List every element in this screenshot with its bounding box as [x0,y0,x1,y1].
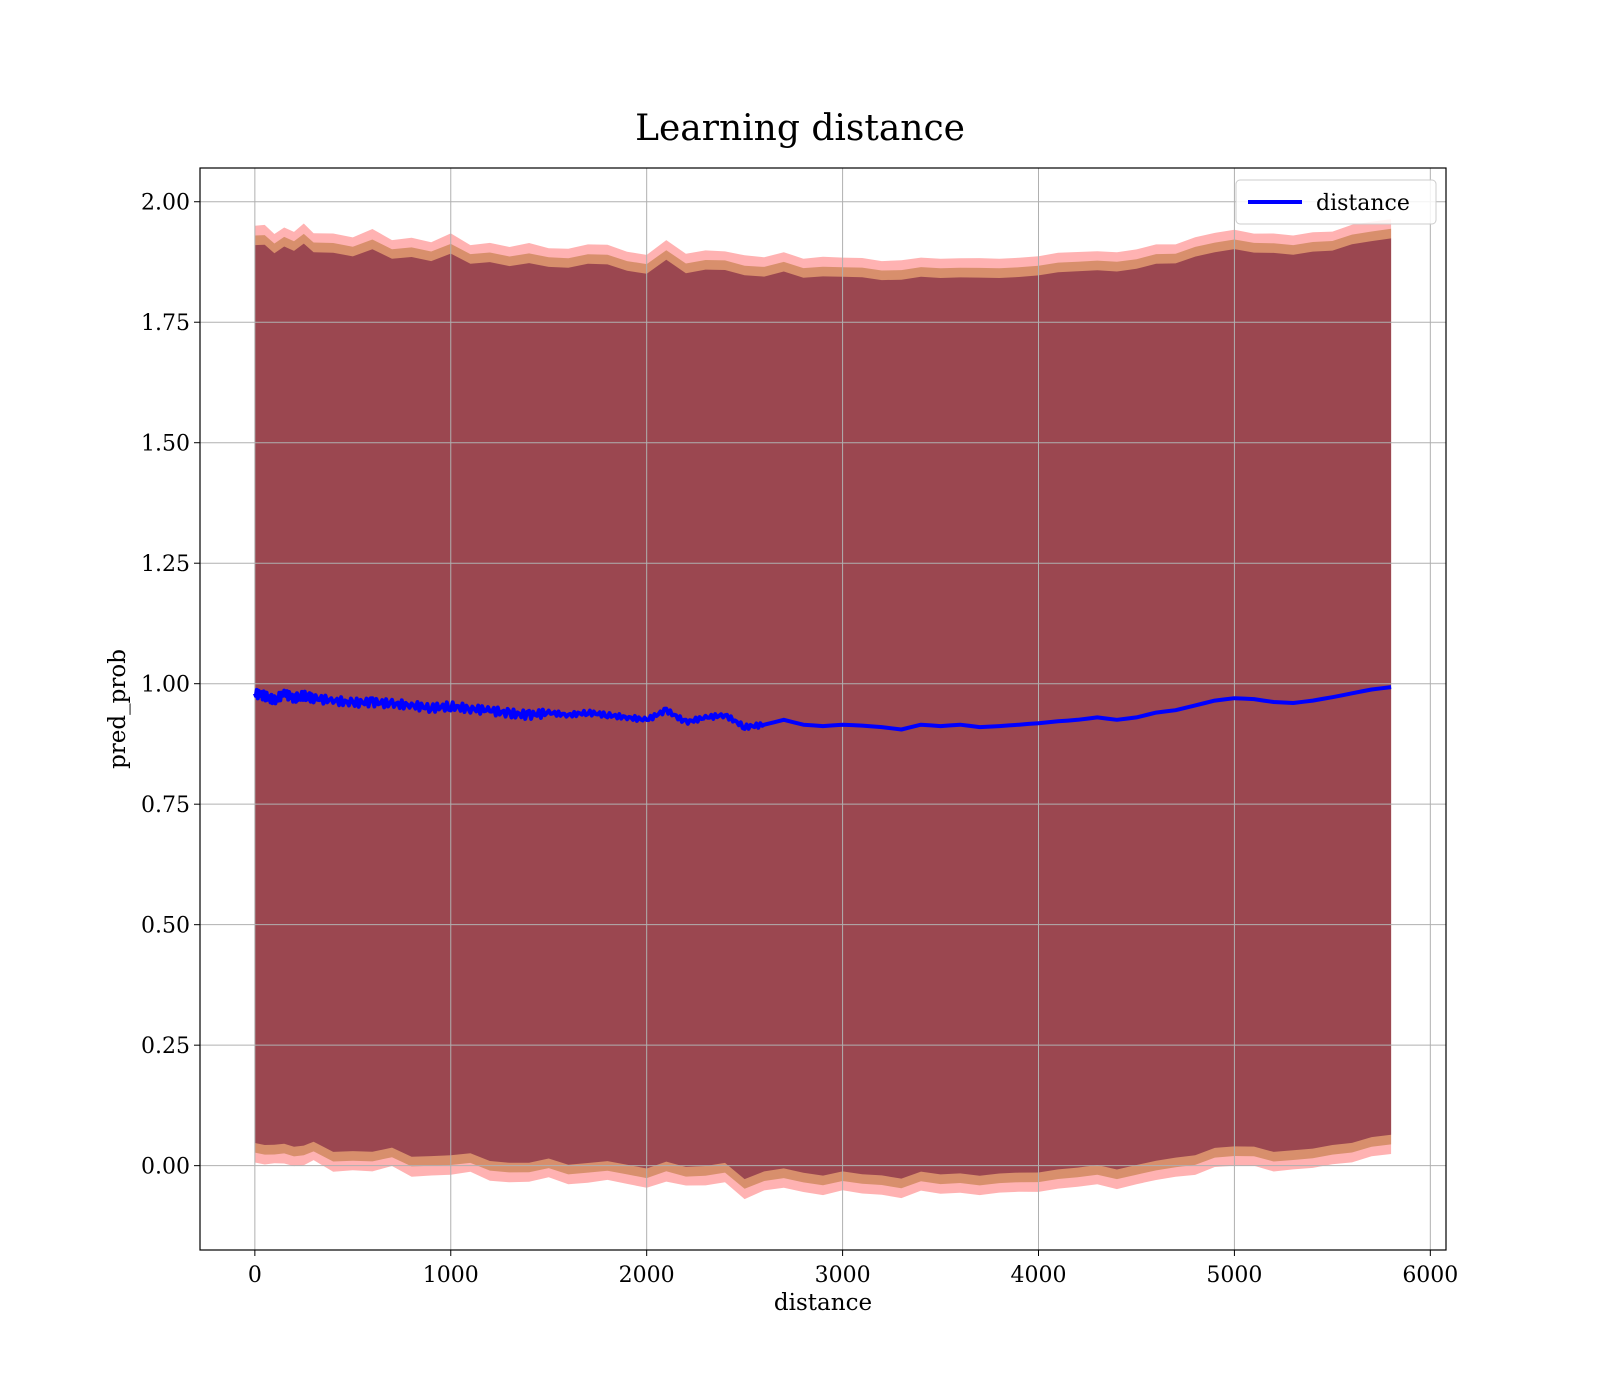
x-axis: 0 1000 2000 3000 4000 5000 6000 [248,1250,1458,1288]
x-tick-label: 4000 [1011,1263,1067,1288]
band-inner [254,238,1392,1180]
series-line-distance [253,685,1392,732]
x-tick-label: 3000 [815,1263,871,1288]
y-axis: 0.00 0.25 0.50 0.75 1.00 1.25 1.50 1.75 2.00 [141,191,200,1180]
chart-title: Learning distance [635,108,965,149]
y-tick-label: 1.00 [141,673,190,698]
x-tick-label: 0 [248,1263,262,1288]
y-tick-label: 0.25 [141,1034,190,1059]
y-tick-label: 0.00 [141,1155,190,1180]
confidence-bands [254,219,1392,1200]
y-tick-label: 0.50 [141,914,190,939]
y-axis-title: pred_prob [105,649,131,769]
x-tick-label: 5000 [1206,1263,1262,1288]
legend-label-distance: distance [1316,191,1410,216]
legend: distance [1235,179,1437,225]
y-tick-label: 0.75 [141,793,190,818]
y-tick-label: 2.00 [141,191,190,216]
x-axis-title: distance [774,1290,872,1316]
series-layer [253,685,1392,732]
y-tick-label: 1.75 [141,311,190,336]
x-tick-label: 2000 [619,1263,675,1288]
x-tick-label: 6000 [1402,1263,1458,1288]
x-tick-label: 1000 [423,1263,479,1288]
legend-box [1235,179,1437,225]
y-tick-label: 1.25 [141,552,190,577]
grid [200,168,1446,1250]
y-tick-label: 1.50 [141,432,190,457]
plot-frame [199,167,1447,1251]
plot-area [199,167,1447,1251]
